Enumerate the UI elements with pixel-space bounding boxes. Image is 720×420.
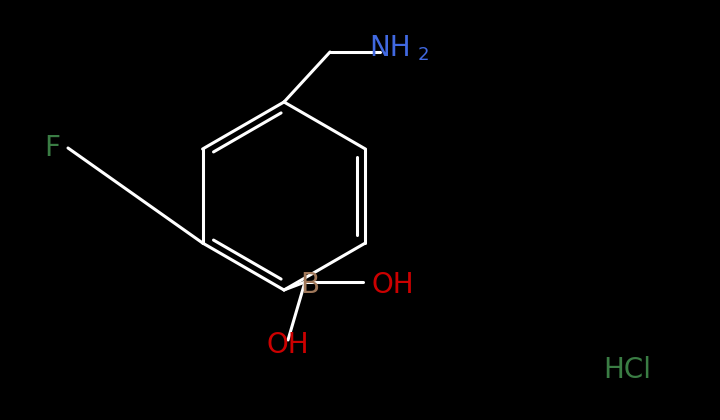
Text: OH: OH: [372, 271, 414, 299]
Text: HCl: HCl: [603, 356, 651, 384]
Text: B: B: [300, 271, 320, 299]
Text: F: F: [44, 134, 60, 162]
Text: NH: NH: [369, 34, 411, 62]
Text: OH: OH: [266, 331, 310, 359]
Text: 2: 2: [418, 46, 428, 64]
